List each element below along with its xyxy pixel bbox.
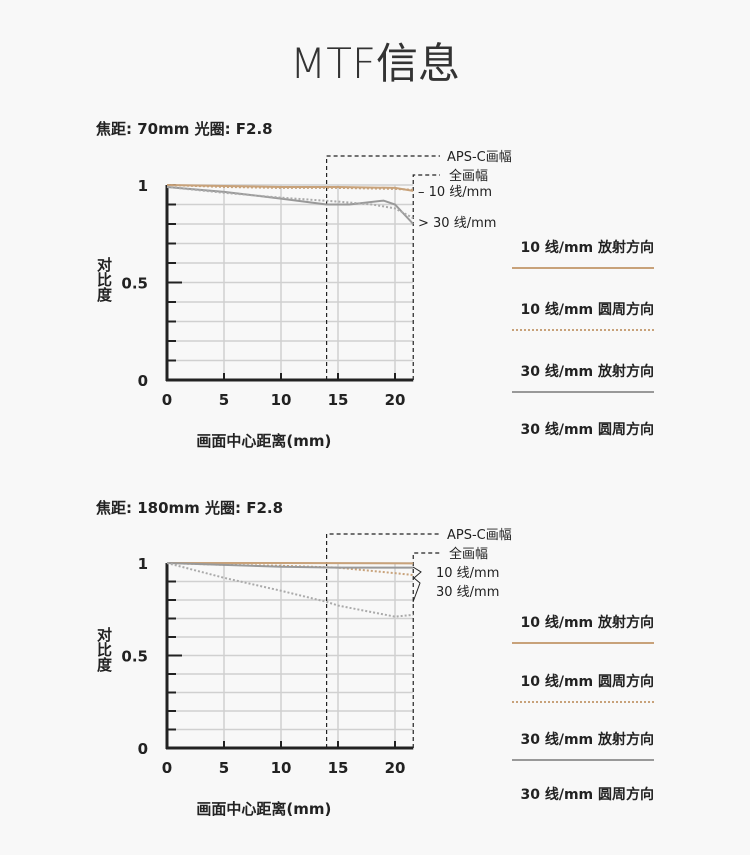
full-frame-marker-line [412,552,440,748]
y-tick-label: 0.5 [121,648,148,666]
legend-label: 10 线/mm 放射方向 [520,614,654,631]
x-tick-label: 15 [328,759,349,777]
curve-label-30: > 30 线/mm [418,216,496,231]
chart-2-subtitle: 焦距: 180mm 光圈: F2.8 [96,499,284,517]
legend-label: 30 线/mm 圆周方向 [520,421,654,438]
aps-c-label: APS-C画幅 [447,150,512,165]
y-tick-label: 1 [138,555,148,573]
aps-c-marker-line [326,155,440,380]
series-line [166,185,414,220]
aps-c-marker-line [326,533,440,748]
chart-1-y-axis-label: 对比度 [95,257,113,302]
legend-label: 30 线/mm 放射方向 [520,363,654,380]
chart-1-subtitle: 焦距: 70mm 光圈: F2.8 [96,120,273,138]
legend-label: 10 线/mm 圆周方向 [520,673,654,690]
legend-label: 10 线/mm 放射方向 [520,239,654,256]
x-tick-label: 0 [162,759,172,777]
x-tick-label: 20 [385,759,406,777]
series-line [166,562,414,618]
legend-label: 30 线/mm 圆周方向 [520,786,654,803]
x-tick-label: 5 [219,759,229,777]
curve-label-10: – 10 线/mm [418,185,492,200]
aps-c-label: APS-C画幅 [447,528,512,543]
x-tick-label: 5 [219,391,229,409]
series-line [166,185,414,225]
x-axis-label: 画面中心距离(mm) [196,800,331,818]
y-tick-label: 0 [138,740,148,758]
y-tick-label: 0 [138,372,148,390]
legend-label: 10 线/mm 圆周方向 [520,301,654,318]
page-title: MTF信息 [289,39,461,88]
x-tick-label: 10 [271,391,292,409]
x-tick-label: 15 [328,391,349,409]
y-tick-label: 0.5 [121,275,148,293]
curve-label-30: 30 线/mm [436,585,499,600]
curve-bracket [412,566,422,603]
full-frame-label: 全画幅 [449,168,488,184]
x-tick-label: 10 [271,759,292,777]
curve-label-10: 10 线/mm [436,566,499,581]
full-frame-label: 全画幅 [449,546,488,562]
full-frame-marker-line [412,174,440,380]
x-axis-label: 画面中心距离(mm) [196,432,331,450]
x-tick-label: 0 [162,391,172,409]
chart-2-y-axis-label: 对比度 [95,627,113,672]
legend-label: 30 线/mm 放射方向 [520,731,654,748]
y-tick-label: 1 [138,177,148,195]
series-line [166,562,414,569]
series-line [166,184,414,192]
x-tick-label: 20 [385,391,406,409]
